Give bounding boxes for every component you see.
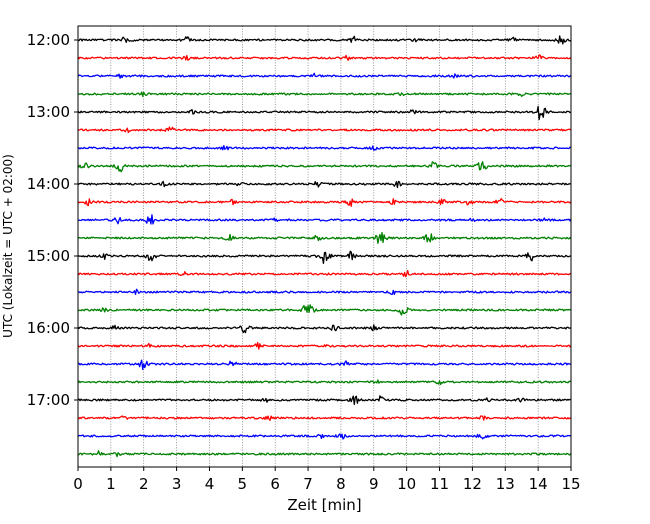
trace-row [77, 105, 572, 121]
x-tick-label: 0 [73, 475, 83, 493]
y-tick-label: 14:00 [27, 175, 70, 193]
trace-row [77, 304, 572, 316]
x-tick-label: 2 [139, 475, 149, 493]
x-tick-label: 6 [270, 475, 280, 493]
trace-row [77, 54, 572, 61]
trace-row [77, 379, 572, 386]
y-axis-label: UTC (Lokalzeit = UTC + 02:00) [1, 154, 15, 338]
trace-row [77, 198, 572, 207]
trace-rows [77, 35, 572, 458]
y-tick-label: 13:00 [27, 103, 70, 121]
trace-row [77, 415, 572, 421]
trace-row [77, 161, 572, 173]
x-tick-label: 9 [369, 475, 379, 493]
x-tick-label: 5 [238, 475, 248, 493]
plot-frame [77, 25, 572, 468]
trace-row [77, 180, 572, 189]
trace-row [77, 270, 572, 278]
y-tick-label: 17:00 [27, 391, 70, 409]
grid-lines [110, 26, 539, 467]
x-axis-label: Zeit [min] [287, 496, 361, 514]
trace-row [77, 324, 572, 334]
y-tick-label: 12:00 [27, 31, 70, 49]
trace-row [77, 359, 572, 371]
y-axis-ticks: 12:00 13:00 14:00 15:00 16:00 17:00 [27, 31, 78, 409]
x-tick-label: 13 [496, 475, 515, 493]
trace-row [77, 35, 572, 45]
trace-row [77, 91, 572, 98]
x-tick-label: 11 [430, 475, 449, 493]
x-tick-label: 12 [463, 475, 482, 493]
trace-row [77, 341, 572, 350]
trace-row [77, 395, 572, 406]
trace-row [77, 214, 572, 225]
trace-row [77, 72, 572, 79]
y-tick-label: 15:00 [27, 247, 70, 265]
x-tick-label: 7 [303, 475, 313, 493]
x-tick-label: 15 [561, 475, 580, 493]
trace-row [77, 450, 572, 458]
trace-row [77, 126, 572, 134]
trace-row [77, 145, 572, 151]
trace-row [77, 231, 572, 244]
x-tick-label: 3 [172, 475, 182, 493]
x-tick-label: 8 [336, 475, 346, 493]
trace-row [77, 433, 572, 440]
x-tick-label: 1 [106, 475, 116, 493]
x-tick-label: 4 [205, 475, 215, 493]
y-tick-label: 16:00 [27, 319, 70, 337]
x-axis-ticks: 0 1 2 3 4 5 6 7 8 9 10 11 12 13 14 15 [73, 467, 581, 493]
trace-row [77, 288, 572, 296]
trace-row [77, 250, 572, 264]
x-tick-label: 10 [397, 475, 416, 493]
x-tick-label: 14 [529, 475, 548, 493]
